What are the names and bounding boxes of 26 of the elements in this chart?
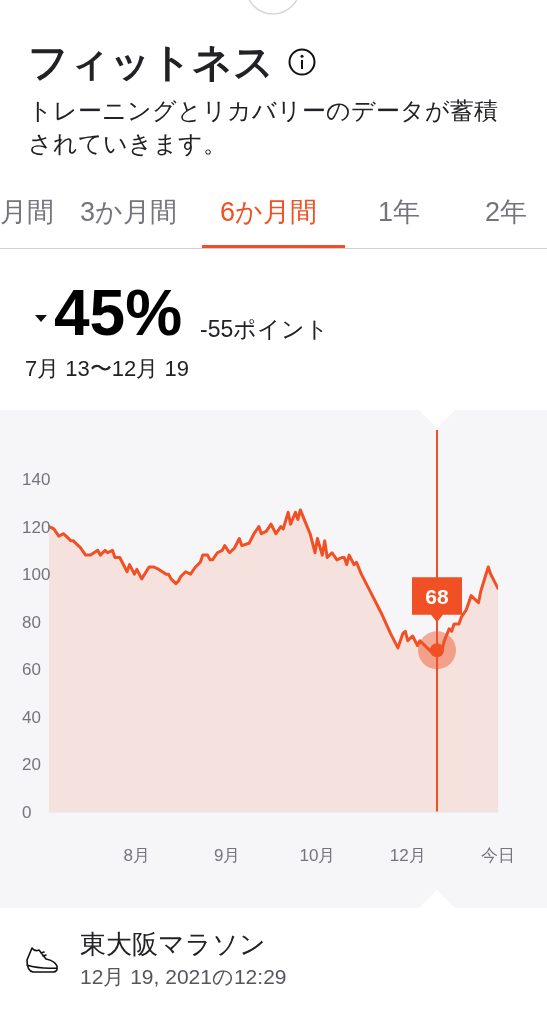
- text: 2年: [485, 197, 528, 229]
- text: 45%: [54, 277, 183, 351]
- x-tick-label: 10月: [299, 846, 336, 866]
- annotation: 68: [425, 584, 449, 608]
- text: 月間: [0, 197, 54, 229]
- text: -55ポイント: [200, 315, 330, 343]
- text: 東大阪マラソン: [80, 929, 266, 960]
- y-tick-label: 0: [22, 802, 32, 822]
- text: 6か月間: [220, 197, 318, 229]
- y-tick-label: 140: [22, 469, 51, 489]
- text: 1年: [378, 197, 421, 229]
- text: 3か月間: [80, 197, 178, 229]
- text: 12月 19, 2021の12:29: [80, 964, 287, 990]
- y-tick-label: 60: [22, 659, 41, 679]
- text: 7月 13〜12月 19: [25, 356, 189, 382]
- chart-title: フィットネス: [28, 39, 274, 85]
- y-tick-label: 100: [22, 564, 51, 584]
- y-tick-label: 120: [22, 517, 51, 537]
- y-tick-label: 40: [22, 707, 41, 727]
- x-tick-label: 12月: [389, 846, 426, 866]
- x-tick-label: 8月: [123, 846, 151, 866]
- y-tick-label: 20: [22, 754, 41, 774]
- chart-subtitle: トレーニングとリカバリーのデータが蓄積されていきます。: [28, 96, 498, 159]
- x-tick-label: 9月: [213, 846, 241, 866]
- y-tick-label: 80: [22, 612, 41, 632]
- x-tick-label: 今日: [481, 846, 515, 866]
